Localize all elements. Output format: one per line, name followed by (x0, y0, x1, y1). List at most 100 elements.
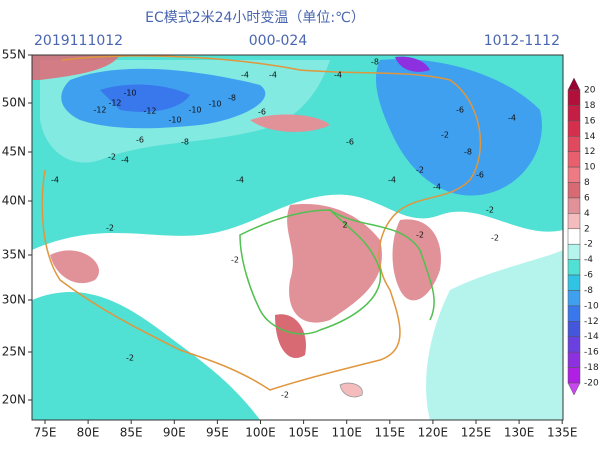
contour-label: -2 (491, 234, 499, 243)
contour-label: -8 (181, 138, 189, 147)
colorbar-swatch (567, 105, 581, 122)
cool-region (32, 291, 260, 420)
colorbar-arrow (567, 77, 581, 91)
contour-label: -10 (188, 106, 201, 115)
lat-label: 50N (2, 96, 26, 110)
colorbar-label: 18 (584, 101, 596, 111)
colorbar-label: -10 (584, 301, 599, 311)
contour-label: -2 (416, 231, 424, 240)
colorbar-swatch (567, 351, 581, 368)
colorbar-swatch (567, 166, 581, 183)
title: EC模式2米24小时变温（单位:℃） (145, 10, 365, 26)
lon-label: 85E (120, 426, 143, 440)
lon-label: 90E (163, 426, 186, 440)
lon-label: 125E (461, 426, 492, 440)
colorbar-label: 16 (584, 116, 596, 126)
cool-region (426, 250, 563, 420)
colorbar-label: -6 (584, 271, 593, 281)
colorbar-swatch (567, 367, 581, 384)
contour-label: -4 (241, 71, 249, 80)
contour-label: -4 (121, 156, 129, 165)
lon-label: 100E (245, 426, 276, 440)
lat-label: 20N (2, 393, 26, 407)
warm-region (287, 204, 382, 323)
colorbar-swatch (567, 290, 581, 307)
contour-label: -6 (346, 138, 354, 147)
contour-label: -2 (106, 224, 114, 233)
lat-label: 55N (2, 48, 26, 62)
basin-border (239, 209, 382, 335)
lat-label: 30N (2, 293, 26, 307)
axes: 55N 50N 45N 40N 35N 30N 25N 20N 75E 80E 85E 90E 95E 1… (2, 48, 578, 440)
colorbar-swatch (567, 89, 581, 106)
contour-labels: -10-12-12-10-12-10-4-8-6-4-10-6 -8-2 -4-4-… (51, 58, 516, 400)
lon-label: 105E (288, 426, 319, 440)
contour-label: -8 (228, 94, 236, 103)
lon-label: 75E (34, 426, 57, 440)
colorbar-label: 14 (584, 132, 596, 142)
cold-core (395, 56, 430, 72)
colorbar-swatch (567, 213, 581, 230)
colorbar-label: 12 (584, 147, 595, 157)
colorbar-label: -18 (584, 363, 599, 373)
lat-label: 35N (2, 248, 26, 262)
contour-label: -10 (168, 116, 181, 125)
colorbar-swatch (567, 259, 581, 276)
warm-region (250, 114, 330, 132)
contour-label: -6 (136, 136, 144, 145)
colorbar-arrow (567, 382, 581, 396)
contour-label: -10 (208, 100, 221, 109)
colorbar-swatch (567, 197, 581, 214)
colorbar-label: -4 (584, 255, 593, 265)
warm-region (392, 219, 441, 301)
colorbar-swatch (567, 321, 581, 337)
colorbar-label: -16 (584, 348, 599, 358)
valid-period: 1012-1112 (484, 33, 560, 49)
contour-label: -4 (388, 176, 396, 185)
warm-region (32, 55, 120, 80)
contour-label: -2 (126, 354, 134, 363)
colorbar-label: -8 (584, 286, 593, 296)
contour-label: -2 (416, 166, 424, 175)
contour-label: -2 (486, 206, 494, 215)
colorbar-label: 10 (584, 163, 596, 173)
lat-label: 45N (2, 145, 26, 159)
init-time: 2019111012 (34, 33, 123, 49)
lat-label: 25N (2, 345, 26, 359)
colorbar-swatch (567, 274, 581, 291)
colorbar-swatch (567, 182, 581, 199)
map: -10-12-12-10-12-10-4-8-6-4-10-6 -8-2 -4-4-… (32, 55, 563, 420)
colorbar-label: -20 (584, 379, 599, 389)
contour-label: -8 (371, 58, 379, 67)
contour-label: 2 (342, 221, 347, 230)
colorbar-label: 6 (584, 193, 590, 203)
lat-label: 40N (2, 194, 26, 208)
cold-region (375, 59, 542, 196)
colorbar-swatch (567, 305, 581, 322)
colorbar: 20 18 16 14 12 10 8 6 4 2 -2 -4 -6 -8 -10 -12 -14 -16 -18 -… (567, 77, 599, 396)
colorbar-label: 8 (584, 178, 590, 188)
contour-label: -12 (108, 99, 121, 108)
cold-region (100, 84, 190, 112)
lon-label: 115E (375, 426, 406, 440)
colorbar-swatch (567, 228, 581, 245)
contour-label: -10 (123, 89, 136, 98)
contour-label: -8 (464, 148, 472, 157)
contour-label: -4 (51, 176, 59, 185)
contour-label: -4 (508, 114, 516, 123)
forecast-hours: 000-024 (249, 33, 308, 49)
colorbar-swatch (567, 120, 581, 137)
contour-label: -6 (258, 108, 266, 117)
contour-label: -2 (231, 256, 239, 265)
contour-label: -4 (334, 71, 342, 80)
colorbar-label: 20 (584, 86, 596, 96)
contour-label: -4 (236, 176, 244, 185)
colorbar-label: -12 (584, 317, 599, 327)
contour-label: -12 (93, 106, 106, 115)
contour-label: -4 (433, 183, 441, 192)
lon-label: 95E (206, 426, 229, 440)
lon-label: 110E (331, 426, 362, 440)
lon-label: 135E (547, 426, 578, 440)
contour-label: -2 (108, 153, 116, 162)
